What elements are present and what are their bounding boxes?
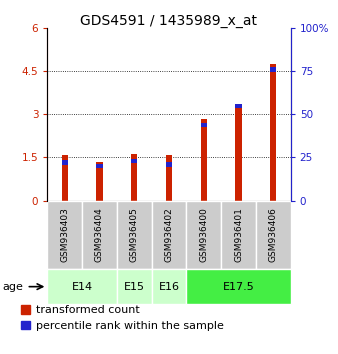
Bar	[47, 200, 82, 269]
Bar	[270, 64, 276, 200]
Bar	[166, 162, 172, 166]
Text: GSM936401: GSM936401	[234, 207, 243, 262]
Text: E14: E14	[72, 282, 93, 292]
Bar	[117, 269, 152, 304]
Bar	[131, 159, 137, 163]
Text: GSM936403: GSM936403	[60, 207, 69, 262]
Bar	[96, 162, 103, 200]
Bar	[166, 155, 172, 200]
Bar	[62, 155, 68, 200]
Bar	[270, 68, 276, 72]
Text: E16: E16	[159, 282, 179, 292]
Bar	[82, 200, 117, 269]
Bar	[235, 104, 242, 108]
Text: GSM936400: GSM936400	[199, 207, 208, 262]
Bar	[96, 164, 103, 168]
Bar	[152, 269, 186, 304]
Bar	[131, 154, 137, 200]
Text: GSM936402: GSM936402	[165, 207, 173, 262]
Text: GSM936406: GSM936406	[269, 207, 278, 262]
Bar	[117, 200, 152, 269]
Bar	[256, 200, 291, 269]
Title: GDS4591 / 1435989_x_at: GDS4591 / 1435989_x_at	[80, 14, 258, 28]
Bar	[152, 200, 186, 269]
Text: E15: E15	[124, 282, 145, 292]
Text: GSM936404: GSM936404	[95, 207, 104, 262]
Text: E17.5: E17.5	[223, 282, 255, 292]
Text: age: age	[2, 282, 23, 292]
Bar	[201, 122, 207, 127]
Legend: transformed count, percentile rank within the sample: transformed count, percentile rank withi…	[21, 305, 223, 331]
Bar	[201, 119, 207, 200]
Bar	[47, 269, 117, 304]
Bar	[186, 200, 221, 269]
Bar	[235, 107, 242, 200]
Bar	[62, 160, 68, 165]
Text: GSM936405: GSM936405	[130, 207, 139, 262]
Bar	[221, 200, 256, 269]
Bar	[186, 269, 291, 304]
